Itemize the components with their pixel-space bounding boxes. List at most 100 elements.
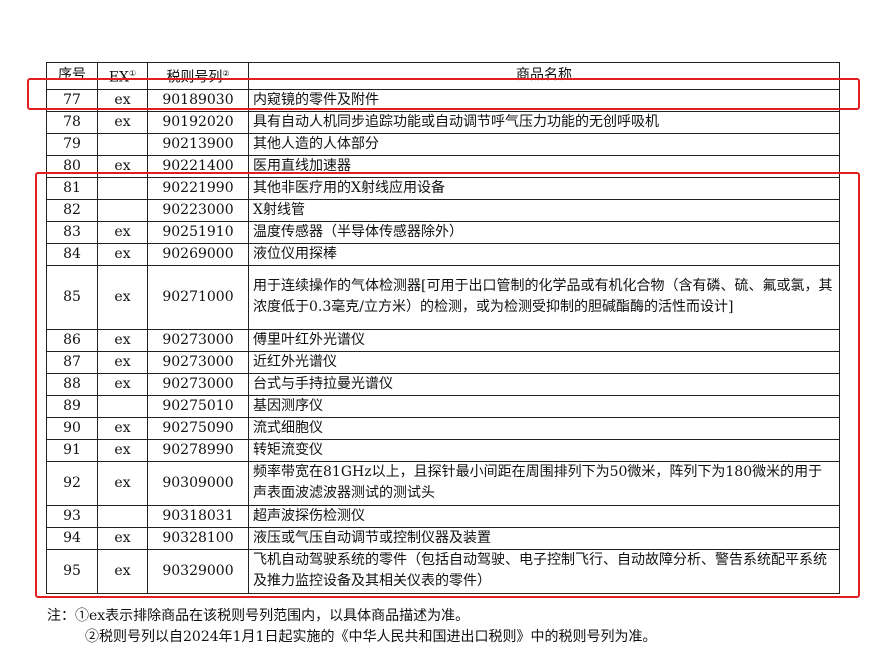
row-seq: 91	[46, 438, 98, 462]
row-ex	[97, 504, 148, 528]
row-ex: ex	[97, 438, 148, 462]
table-row: 84 ex 90269000 液位仪用探棒	[46, 242, 840, 266]
table-row: 87 ex 90273000 近红外光谱仪	[46, 350, 840, 374]
table-row: 94 ex 90328100 液压或气压自动调节或控制仪器及装置	[46, 526, 840, 550]
row-seq: 89	[46, 394, 98, 418]
row-code: 90223000	[147, 198, 249, 222]
row-ex: ex	[97, 416, 148, 440]
row-name: 飞机自动驾驶系统的零件（包括自动驾驶、电子控制飞行、自动故障分析、警告系统配平系…	[248, 548, 840, 594]
table-header: 序号 EX① 税则号列② 商品名称	[46, 62, 840, 90]
row-name: 其他人造的人体部分	[248, 132, 840, 156]
row-name: X射线管	[248, 198, 840, 222]
row-seq: 92	[46, 460, 98, 506]
row-code: 90269000	[147, 242, 249, 266]
row-seq: 82	[46, 198, 98, 222]
row-name: 内窥镜的零件及附件	[248, 88, 840, 112]
row-ex	[97, 198, 148, 222]
row-ex: ex	[97, 88, 148, 112]
table-row: 85 ex 90271000 用于连续操作的气体检测器[可用于出口管制的化学品或有机化…	[46, 264, 840, 330]
row-ex: ex	[97, 264, 148, 330]
row-ex	[97, 132, 148, 156]
footnotes: 注：①ex表示排除商品在该税则号列范围内，以具体商品描述为准。 ②税则号列以自2…	[47, 606, 656, 648]
row-ex: ex	[97, 372, 148, 396]
row-name: 流式细胞仪	[248, 416, 840, 440]
header-code: 税则号列②	[147, 62, 249, 90]
table-row: 88 ex 90273000 台式与手持拉曼光谱仪	[46, 372, 840, 396]
row-code: 90328100	[147, 526, 249, 550]
row-code: 90309000	[147, 460, 249, 506]
row-ex: ex	[97, 460, 148, 506]
row-seq: 78	[46, 110, 98, 134]
row-code: 90251910	[147, 220, 249, 244]
row-ex: ex	[97, 220, 148, 244]
row-ex: ex	[97, 350, 148, 374]
row-seq: 80	[46, 154, 98, 178]
row-name: 温度传感器（半导体传感器除外）	[248, 220, 840, 244]
table-row: 80 ex 90221400 医用直线加速器	[46, 154, 840, 178]
row-name: 基因测序仪	[248, 394, 840, 418]
row-name: 超声波探伤检测仪	[248, 504, 840, 528]
commodity-table: 序号 EX① 税则号列② 商品名称 77 ex 90189030 内窥镜的零件及附件 7…	[46, 62, 840, 594]
row-code: 90213900	[147, 132, 249, 156]
footnote-1: 注：①ex表示排除商品在该税则号列范围内，以具体商品描述为准。	[47, 608, 470, 624]
row-seq: 81	[46, 176, 98, 200]
table-row: 82 90223000 X射线管	[46, 198, 840, 222]
table-row: 77 ex 90189030 内窥镜的零件及附件	[46, 88, 840, 112]
row-seq: 84	[46, 242, 98, 266]
row-ex: ex	[97, 154, 148, 178]
table-row: 90 ex 90275090 流式细胞仪	[46, 416, 840, 440]
row-name: 转矩流变仪	[248, 438, 840, 462]
row-code: 90273000	[147, 372, 249, 396]
row-name: 液压或气压自动调节或控制仪器及装置	[248, 526, 840, 550]
row-seq: 86	[46, 328, 98, 352]
row-code: 90221990	[147, 176, 249, 200]
row-code: 90273000	[147, 350, 249, 374]
table-row: 78 ex 90192020 具有自动人机同步追踪功能或自动调节呼气压力功能的无创呼吸…	[46, 110, 840, 134]
row-code: 90189030	[147, 88, 249, 112]
row-seq: 90	[46, 416, 98, 440]
row-name: 近红外光谱仪	[248, 350, 840, 374]
row-ex	[97, 394, 148, 418]
row-seq: 93	[46, 504, 98, 528]
row-name: 医用直线加速器	[248, 154, 840, 178]
table-row: 95 ex 90329000 飞机自动驾驶系统的零件（包括自动驾驶、电子控制飞行、自动…	[46, 548, 840, 594]
table-row: 92 ex 90309000 频率带宽在81GHz以上，且探针最小间距在周围排列下为5…	[46, 460, 840, 506]
row-seq: 94	[46, 526, 98, 550]
table-row: 93 90318031 超声波探伤检测仪	[46, 504, 840, 528]
header-code-label: 税则号列	[166, 69, 223, 86]
header-name: 商品名称	[248, 62, 840, 90]
row-name: 液位仪用探棒	[248, 242, 840, 266]
row-seq: 79	[46, 132, 98, 156]
row-name: 其他非医疗用的X射线应用设备	[248, 176, 840, 200]
row-code: 90271000	[147, 264, 249, 330]
row-ex: ex	[97, 548, 148, 594]
row-code: 90273000	[147, 328, 249, 352]
row-name: 具有自动人机同步追踪功能或自动调节呼气压力功能的无创呼吸机	[248, 110, 840, 134]
header-code-footnote: ②	[222, 69, 230, 78]
row-seq: 88	[46, 372, 98, 396]
row-name: 台式与手持拉曼光谱仪	[248, 372, 840, 396]
footnote-2: ②税则号列以自2024年1月1日起实施的《中华人民共和国进出口税则》中的税则号列…	[85, 629, 657, 645]
row-code: 90318031	[147, 504, 249, 528]
row-code: 90192020	[147, 110, 249, 134]
row-code: 90221400	[147, 154, 249, 178]
table-row: 89 90275010 基因测序仪	[46, 394, 840, 418]
row-code: 90275010	[147, 394, 249, 418]
row-name: 傅里叶红外光谱仪	[248, 328, 840, 352]
table-row: 91 ex 90278990 转矩流变仪	[46, 438, 840, 462]
header-ex-footnote: ①	[129, 69, 137, 78]
row-ex	[97, 176, 148, 200]
header-ex: EX①	[97, 62, 148, 90]
row-name: 用于连续操作的气体检测器[可用于出口管制的化学品或有机化合物（含有磷、硫、氟或氯…	[248, 264, 840, 330]
table-row: 81 90221990 其他非医疗用的X射线应用设备	[46, 176, 840, 200]
header-seq: 序号	[46, 62, 98, 90]
row-code: 90278990	[147, 438, 249, 462]
row-seq: 95	[46, 548, 98, 594]
row-ex: ex	[97, 526, 148, 550]
row-ex: ex	[97, 328, 148, 352]
header-ex-label: EX	[108, 69, 129, 86]
row-seq: 77	[46, 88, 98, 112]
row-ex: ex	[97, 110, 148, 134]
row-ex: ex	[97, 242, 148, 266]
row-name: 频率带宽在81GHz以上，且探针最小间距在周围排列下为50微米，阵列下为180微…	[248, 460, 840, 506]
